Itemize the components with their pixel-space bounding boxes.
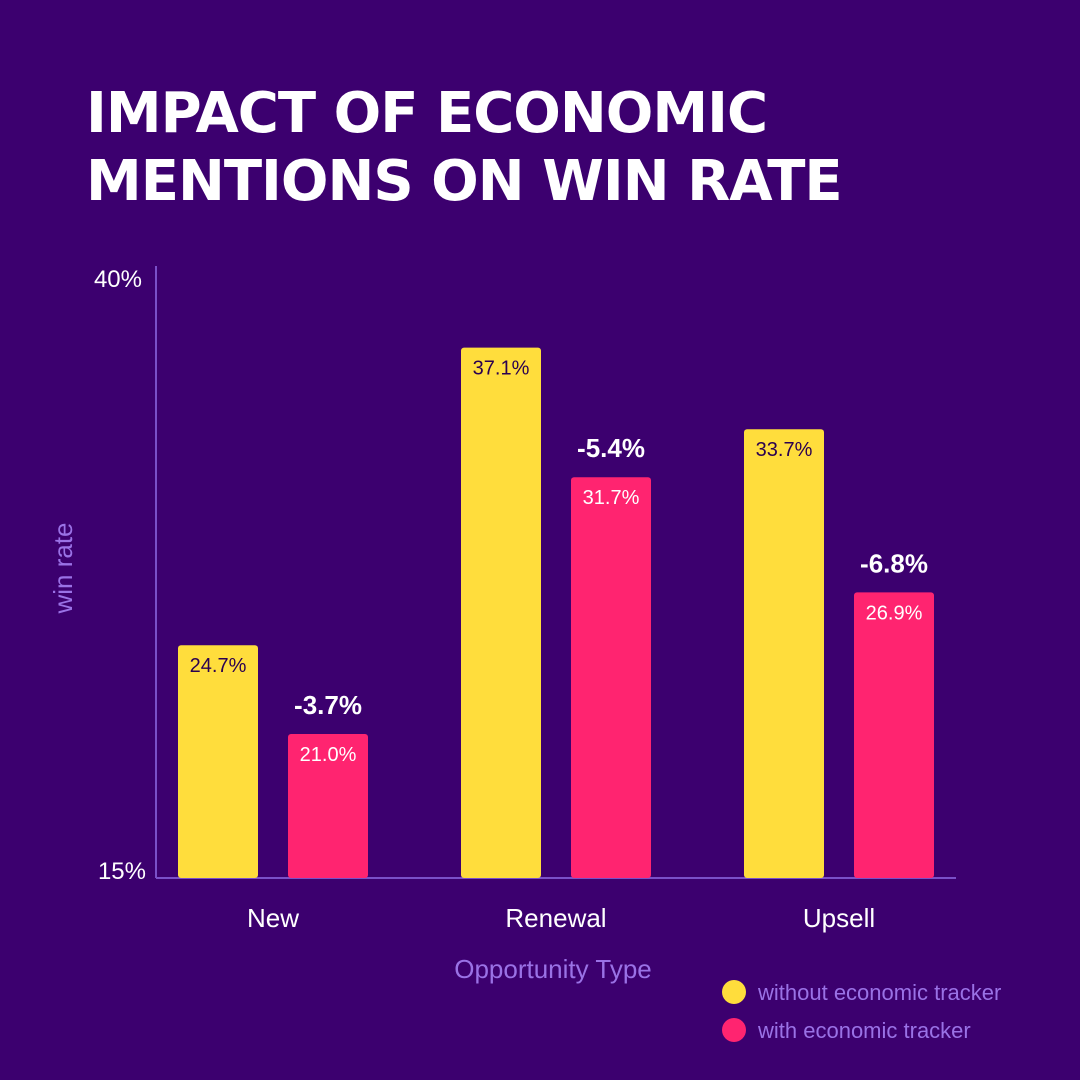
x-tick-label-new: New	[247, 903, 299, 933]
y-tick-label-max: 40%	[94, 266, 142, 293]
chart-title-line-2: MENTIONS ON WIN RATE	[86, 149, 843, 214]
value-label-new-without: 24.7%	[190, 655, 247, 677]
legend-swatch-without	[722, 980, 746, 1004]
x-axis-label: Opportunity Type	[454, 954, 652, 984]
value-label-upsell-without: 33.7%	[756, 439, 813, 461]
chart-title: IMPACT OF ECONOMIC MENTIONS ON WIN RATE	[86, 80, 1026, 216]
bar-renewal-with	[571, 477, 651, 878]
value-label-new-with: 21.0%	[300, 744, 357, 766]
bar-upsell-without	[744, 429, 824, 878]
y-axis-label: win rate	[48, 522, 78, 614]
value-label-renewal-without: 37.1%	[473, 358, 530, 380]
bar-new-with	[288, 734, 368, 878]
value-label-renewal-with: 31.7%	[583, 487, 640, 509]
delta-label-new: -3.7%	[294, 690, 362, 720]
value-label-upsell-with: 26.9%	[866, 602, 923, 624]
x-tick-label-upsell: Upsell	[803, 903, 875, 933]
delta-label-upsell: -6.8%	[860, 548, 928, 578]
x-tick-label-renewal: Renewal	[505, 903, 606, 933]
chart-title-line-1: IMPACT OF ECONOMIC	[86, 81, 768, 146]
legend-label-without: without economic tracker	[757, 980, 1001, 1005]
bar-new-without	[178, 645, 258, 878]
legend-swatch-with	[722, 1018, 746, 1042]
delta-label-renewal: -5.4%	[577, 433, 645, 463]
legend-label-with: with economic tracker	[757, 1018, 971, 1043]
y-tick-label-min: 15%	[98, 858, 146, 885]
bar-upsell-with	[854, 592, 934, 878]
bar-renewal-without	[461, 347, 541, 879]
